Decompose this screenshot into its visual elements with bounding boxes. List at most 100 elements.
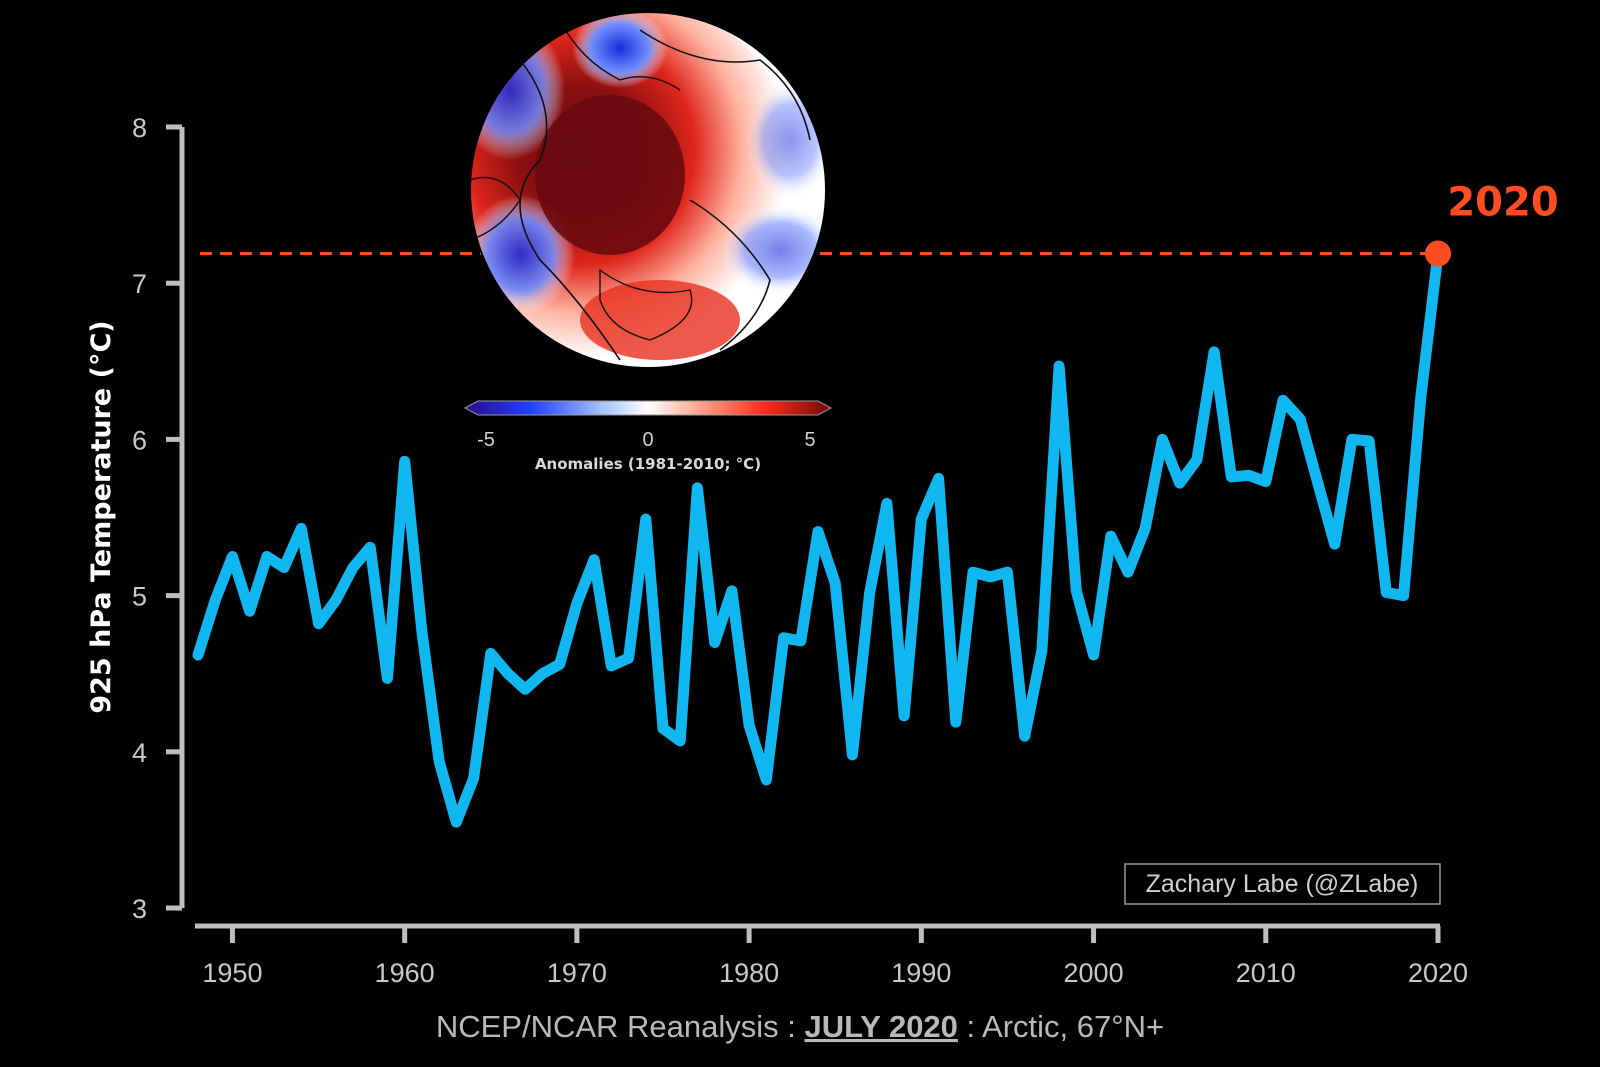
series-point xyxy=(713,640,717,644)
series-point xyxy=(1178,481,1182,485)
highlight-label: 2020 xyxy=(1447,180,1558,226)
series-point xyxy=(1023,734,1027,738)
series-point xyxy=(954,720,958,724)
series-point xyxy=(540,672,544,676)
x-tick-label: 2020 xyxy=(1408,958,1468,988)
y-axis-label: 925 hPa Temperature (°C) xyxy=(86,320,117,713)
series-point xyxy=(230,555,234,559)
footer-caption: NCEP/NCAR Reanalysis : JULY 2020 : Arcti… xyxy=(436,1009,1164,1044)
y-tick-label: 7 xyxy=(132,269,147,299)
series-point xyxy=(747,723,751,727)
x-tick-label: 1980 xyxy=(719,958,779,988)
y-axis: 3 4 5 6 7 8 925 hPa Temperature (°C) xyxy=(86,113,185,924)
series-line xyxy=(192,248,1444,828)
series-point xyxy=(248,609,252,613)
series-point xyxy=(919,517,923,521)
y-tick-label: 8 xyxy=(132,113,147,143)
x-ticks: 1950 1960 1970 1980 1990 2000 2010 2020 xyxy=(202,926,1468,988)
x-tick-label: 2010 xyxy=(1236,958,1296,988)
series-point xyxy=(420,630,424,634)
series-point xyxy=(575,601,579,605)
x-tick-label: 1970 xyxy=(547,958,607,988)
series-point xyxy=(1074,589,1078,593)
series-point xyxy=(403,459,407,463)
series-point xyxy=(644,517,648,521)
series-point xyxy=(1092,653,1096,657)
series-point xyxy=(1281,398,1285,402)
series-point xyxy=(454,820,458,824)
series-point xyxy=(782,636,786,640)
series-point xyxy=(1005,570,1009,574)
series-point xyxy=(213,598,217,602)
series-point xyxy=(850,753,854,757)
series-point xyxy=(282,565,286,569)
series-point xyxy=(351,565,355,569)
series-point xyxy=(368,545,372,549)
series-point xyxy=(489,651,493,655)
credit-box: Zachary Labe (@ZLabe) xyxy=(1124,863,1441,905)
series-point xyxy=(196,653,200,657)
series-point xyxy=(437,759,441,763)
series-point xyxy=(1367,439,1371,443)
series-point xyxy=(472,776,476,780)
series-point xyxy=(299,526,303,530)
series-point xyxy=(1109,534,1113,538)
series-point xyxy=(609,664,613,668)
series-point xyxy=(627,656,631,660)
colorbar-tick: -5 xyxy=(477,429,495,451)
series-point xyxy=(1212,350,1216,354)
series-point xyxy=(1315,480,1319,484)
series-point xyxy=(885,501,889,505)
colorbar-bar xyxy=(463,400,833,416)
series-point xyxy=(764,778,768,782)
footer-prefix: NCEP/NCAR Reanalysis : xyxy=(436,1009,805,1044)
y-tick-label: 6 xyxy=(132,425,147,455)
series-point xyxy=(334,598,338,602)
series-point xyxy=(1057,364,1061,368)
colorbar-tick: 0 xyxy=(642,429,653,451)
series-point xyxy=(988,575,992,579)
series-point xyxy=(317,622,321,626)
x-tick-label: 2000 xyxy=(1064,958,1124,988)
series-point xyxy=(1040,648,1044,652)
series-point xyxy=(1160,437,1164,441)
series-point xyxy=(661,726,665,730)
y-tick-label: 3 xyxy=(132,894,147,924)
series-point xyxy=(695,486,699,490)
series-point xyxy=(1247,473,1251,477)
x-axis: 1950 1960 1970 1980 1990 2000 2010 2020 xyxy=(195,923,1468,988)
series-point xyxy=(902,714,906,718)
series-point xyxy=(1384,590,1388,594)
series-point xyxy=(385,676,389,680)
footer-suffix: : Arctic, 67°N+ xyxy=(958,1009,1164,1044)
series-point xyxy=(1143,526,1147,530)
series-point xyxy=(1195,458,1199,462)
footer-emphasis: JULY 2020 xyxy=(805,1009,958,1044)
series-point xyxy=(730,589,734,593)
colorbar-label: Anomalies (1981-2010; °C) xyxy=(535,455,761,473)
series-point xyxy=(1402,594,1406,598)
series-point xyxy=(1229,475,1233,479)
series-point xyxy=(1126,570,1130,574)
series-point xyxy=(937,476,941,480)
series-point xyxy=(265,555,269,559)
series-point xyxy=(678,739,682,743)
series-point xyxy=(816,530,820,534)
series-point xyxy=(799,639,803,643)
series-point xyxy=(1333,542,1337,546)
series-point xyxy=(506,672,510,676)
series-point xyxy=(1264,480,1268,484)
y-tick-label: 4 xyxy=(132,738,147,768)
series-point xyxy=(1419,395,1423,399)
y-tick-label: 5 xyxy=(132,582,147,612)
series-point xyxy=(1350,437,1354,441)
series-point xyxy=(868,590,872,594)
inset-map xyxy=(469,11,827,369)
colorbar-tick: 5 xyxy=(804,429,815,451)
highlight-point xyxy=(1425,240,1451,267)
x-tick-label: 1990 xyxy=(891,958,951,988)
series-point xyxy=(558,662,562,666)
x-tick-label: 1960 xyxy=(375,958,435,988)
series-point xyxy=(523,687,527,691)
